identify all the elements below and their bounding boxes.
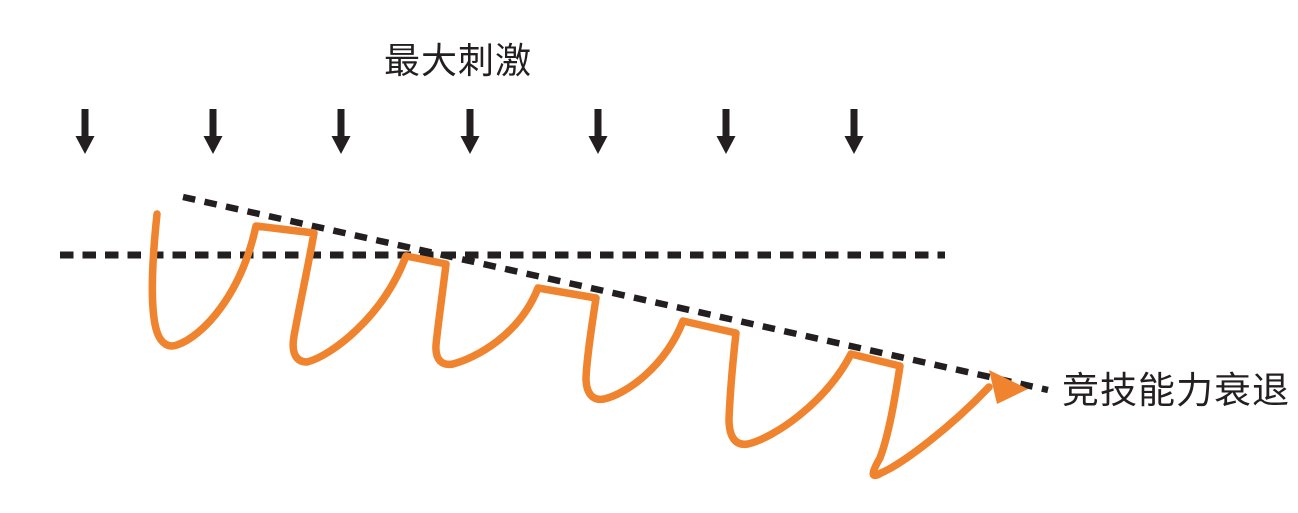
down-arrow-icon bbox=[204, 109, 223, 154]
down-arrow-icon bbox=[717, 109, 736, 154]
max-stimulus-title: 最大刺激 bbox=[384, 40, 533, 81]
down-arrow-icon bbox=[332, 109, 351, 154]
stimulus-arrow-row bbox=[76, 109, 864, 154]
performance-curve bbox=[148, 210, 993, 480]
curve-arrowhead-icon bbox=[989, 370, 1028, 404]
down-arrow-icon bbox=[845, 109, 864, 154]
down-arrow-icon bbox=[461, 109, 480, 154]
down-arrow-icon bbox=[589, 109, 608, 154]
decline-label: 竞技能力衰退 bbox=[1062, 370, 1290, 411]
down-arrow-icon bbox=[76, 109, 95, 154]
decline-trend-dashed-line bbox=[182, 193, 1049, 394]
